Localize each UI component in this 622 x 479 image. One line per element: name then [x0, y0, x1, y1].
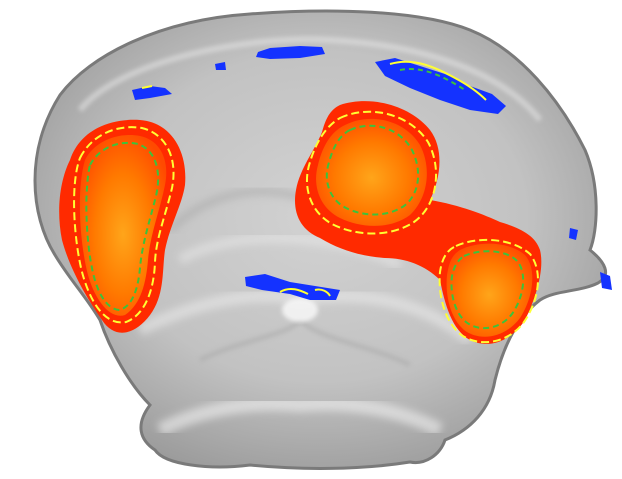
brain-silhouette	[33, 9, 608, 470]
activation-cluster-right	[438, 238, 539, 344]
activation-cluster-left	[59, 119, 186, 333]
deactivation-contours	[141, 60, 487, 297]
deactivation-clusters	[132, 46, 612, 300]
